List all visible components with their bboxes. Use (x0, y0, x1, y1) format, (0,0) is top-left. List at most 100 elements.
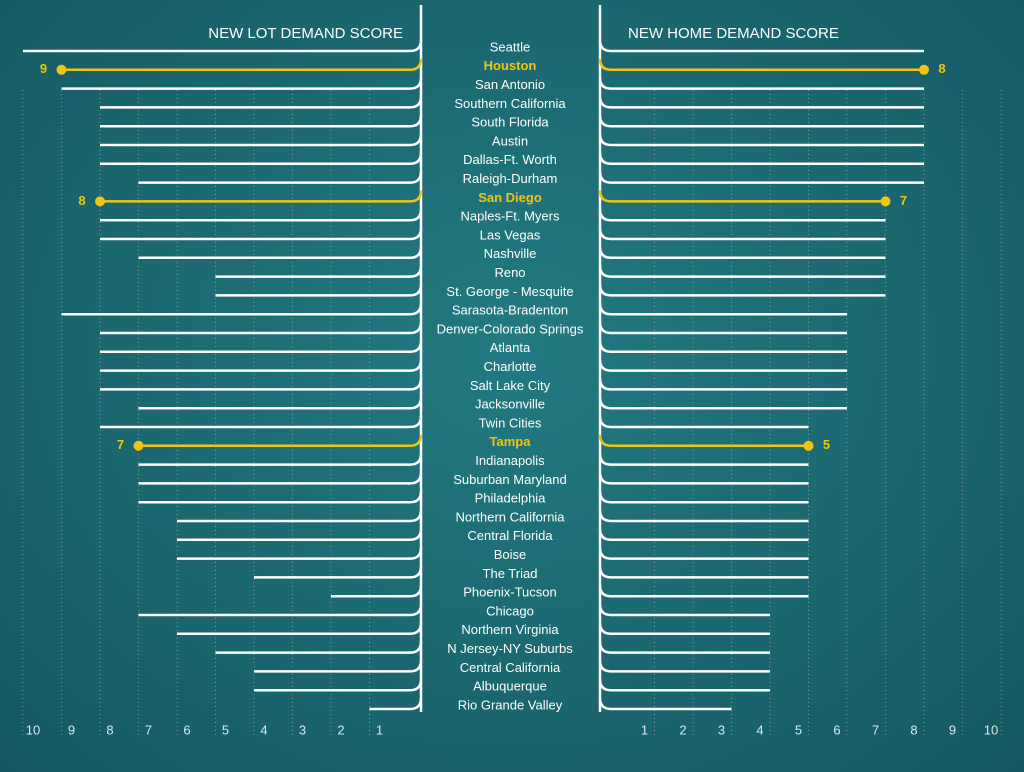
x-tick-label: 5 (795, 722, 802, 737)
score-line (100, 96, 423, 109)
score-line (598, 472, 809, 485)
category-label: Tampa (490, 434, 532, 449)
score-line (598, 321, 847, 335)
x-tick-label: 4 (756, 722, 763, 737)
score-line (100, 190, 423, 203)
x-tick-label: 7 (145, 722, 152, 737)
score-line (598, 397, 847, 410)
x-tick-label: 2 (337, 722, 344, 737)
score-line (100, 321, 423, 335)
category-label: Raleigh-Durham (463, 171, 558, 186)
category-label: Central Florida (467, 528, 553, 543)
score-line (598, 547, 809, 560)
score-line (598, 77, 924, 90)
category-label: Suburban Maryland (453, 472, 566, 487)
value-label: 8 (78, 193, 85, 208)
score-line (215, 265, 423, 278)
score-line (100, 378, 423, 391)
score-line (598, 603, 770, 617)
x-tick-label: 2 (679, 722, 686, 737)
score-line (598, 378, 847, 391)
score-line (598, 491, 809, 504)
score-line (138, 171, 423, 184)
category-label: Northern California (455, 509, 565, 524)
score-dot (803, 440, 814, 451)
category-label: Albuquerque (473, 679, 547, 694)
score-dot (919, 64, 929, 75)
category-label: N Jersey-NY Suburbs (447, 641, 573, 656)
score-dot (95, 196, 105, 207)
score-line (100, 227, 423, 241)
category-label: Austin (492, 133, 528, 148)
score-line (100, 340, 423, 354)
category-label: South Florida (471, 115, 549, 130)
score-line (177, 528, 423, 542)
category-label: San Antonio (475, 77, 545, 92)
score-line (369, 697, 423, 711)
score-dot (56, 64, 67, 75)
score-line (598, 227, 886, 241)
score-line (598, 340, 847, 354)
score-line (598, 133, 924, 147)
category-label: Twin Cities (479, 415, 542, 430)
x-tick-label: 7 (872, 722, 879, 737)
category-label: Indianapolis (475, 453, 545, 468)
score-line (100, 415, 423, 429)
score-line (138, 434, 423, 448)
category-label: Seattle (490, 39, 530, 54)
x-tick-label: 10 (26, 722, 40, 737)
score-line (100, 209, 423, 222)
score-line (177, 547, 423, 560)
score-line (598, 641, 770, 654)
score-line (598, 115, 924, 128)
score-line (177, 509, 423, 523)
score-line (598, 415, 809, 429)
value-label: 9 (40, 61, 47, 76)
value-label: 5 (823, 437, 830, 452)
category-label: Philadelphia (475, 491, 547, 506)
right-title: NEW HOME DEMAND SCORE (628, 25, 839, 42)
x-tick-label: 3 (299, 722, 306, 737)
score-line (598, 171, 924, 184)
category-label: Salt Lake City (470, 378, 551, 393)
score-line (254, 679, 423, 692)
category-label: Charlotte (484, 359, 537, 374)
category-label: Central California (460, 660, 561, 675)
score-line (177, 622, 423, 636)
x-tick-label: 4 (260, 722, 267, 737)
value-label: 7 (117, 437, 124, 452)
category-label: Denver-Colorado Springs (437, 321, 584, 336)
category-label: Northern Virginia (461, 622, 559, 637)
left-title: NEW LOT DEMAND SCORE (208, 25, 403, 42)
x-tick-label: 6 (833, 722, 840, 737)
score-line (598, 622, 770, 636)
value-label: 8 (938, 61, 945, 76)
category-label: Jacksonville (475, 397, 545, 412)
score-dot (880, 196, 891, 207)
x-tick-label: 3 (718, 722, 725, 737)
score-line (598, 566, 809, 579)
score-line (598, 453, 809, 466)
score-line (61, 58, 423, 72)
score-line (138, 397, 423, 410)
score-line (598, 528, 809, 542)
score-line (598, 697, 732, 711)
category-label: Rio Grande Valley (458, 697, 563, 712)
x-tick-label: 9 (68, 722, 75, 737)
score-line (598, 246, 886, 260)
score-line (138, 603, 423, 617)
score-dot (133, 440, 144, 451)
score-line (100, 152, 423, 166)
score-line (598, 359, 847, 372)
x-tick-label: 5 (222, 722, 229, 737)
score-line (138, 491, 423, 504)
category-label: Nashville (484, 246, 537, 261)
score-line (598, 96, 924, 109)
score-line (598, 434, 809, 448)
x-tick-label: 1 (641, 722, 648, 737)
score-line (100, 133, 423, 147)
score-line (598, 58, 924, 72)
score-line (598, 509, 809, 523)
score-line (598, 284, 886, 297)
score-line (598, 585, 809, 598)
